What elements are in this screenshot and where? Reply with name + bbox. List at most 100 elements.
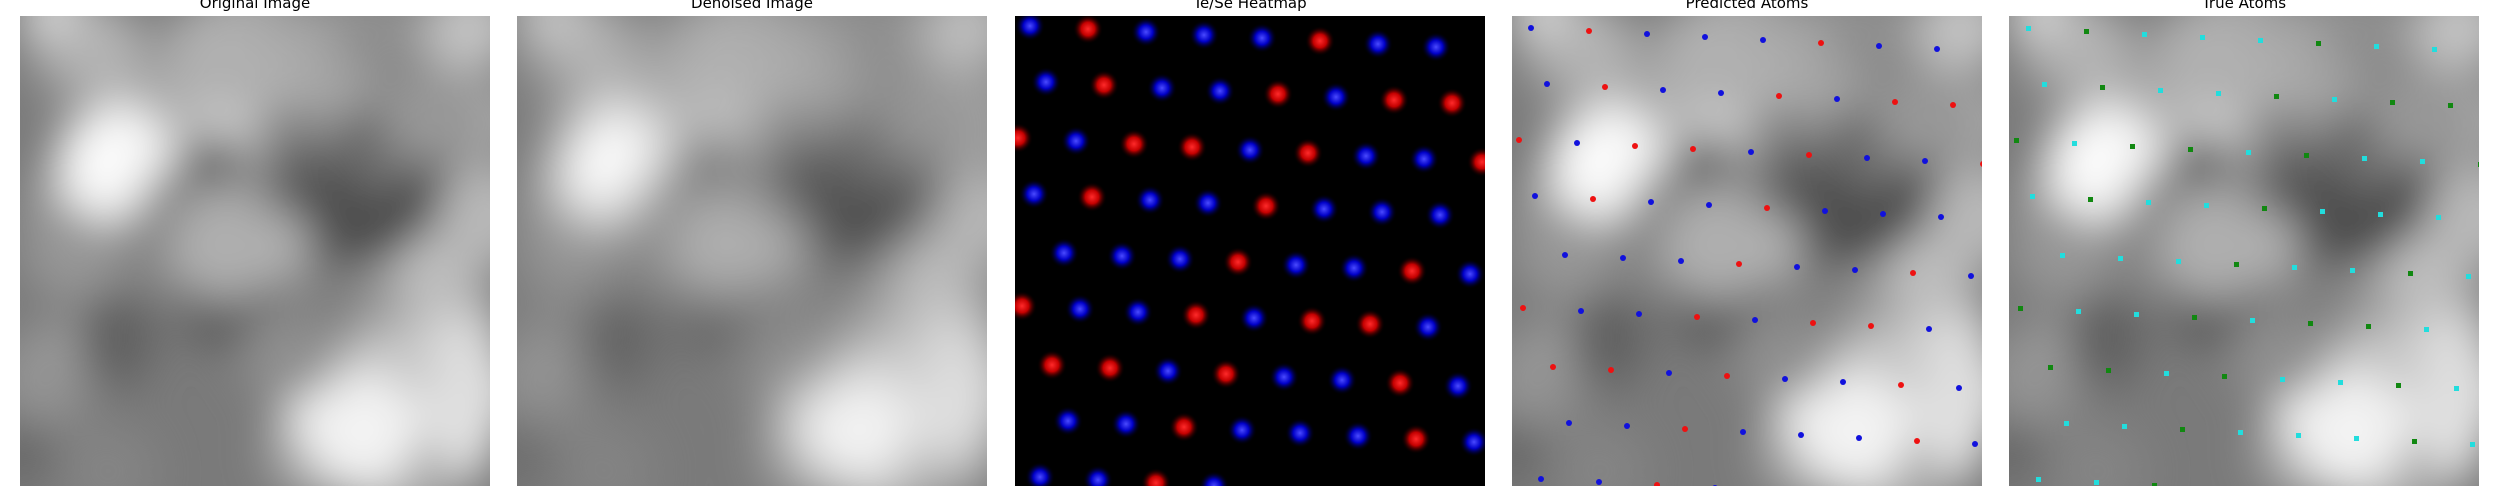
true-te-marker xyxy=(2130,144,2135,149)
true-te-marker xyxy=(2018,306,2023,311)
true-te-marker xyxy=(2274,94,2279,99)
se-peak xyxy=(1413,312,1443,342)
te-peak xyxy=(1211,359,1241,389)
se-peak xyxy=(1131,17,1161,47)
heatmap-image xyxy=(1015,16,1485,486)
panel-true: True Atoms xyxy=(2009,0,2479,500)
predicted-se-marker xyxy=(1856,435,1862,441)
predicted-te-marker xyxy=(1764,205,1770,211)
true-se-marker xyxy=(2374,44,2379,49)
true-se-marker xyxy=(2378,212,2383,217)
predicted-te-marker xyxy=(1516,137,1522,143)
se-peak xyxy=(1269,362,1299,392)
predicted-se-marker xyxy=(1528,25,1534,31)
true-se-marker xyxy=(2146,200,2151,205)
te-peak xyxy=(1251,191,1281,221)
true-atoms-image xyxy=(2009,16,2479,486)
predicted-se-marker xyxy=(1782,376,1788,382)
se-peak xyxy=(1111,409,1141,439)
true-te-marker xyxy=(2106,368,2111,373)
true-se-marker xyxy=(2134,312,2139,317)
predicted-se-marker xyxy=(1926,326,1932,332)
predicted-te-marker xyxy=(1632,143,1638,149)
true-te-marker xyxy=(2222,374,2227,379)
se-peak xyxy=(1367,197,1397,227)
predicted-se-marker xyxy=(1562,252,1568,258)
predicted-te-marker xyxy=(1602,84,1608,90)
se-peak xyxy=(1281,250,1311,280)
te-peak xyxy=(1379,85,1409,115)
te-peak xyxy=(1305,26,1335,56)
te-peak xyxy=(1077,182,1107,212)
denoised-image xyxy=(517,16,987,486)
predicted-se-marker xyxy=(1660,87,1666,93)
te-peak xyxy=(1015,291,1037,321)
predicted-se-marker xyxy=(1752,317,1758,323)
se-peak xyxy=(1351,141,1381,171)
true-se-marker xyxy=(2030,194,2035,199)
true-te-marker xyxy=(2152,483,2157,486)
panel-title-original: Original Image xyxy=(199,0,311,12)
predicted-se-marker xyxy=(1596,479,1602,485)
true-se-marker xyxy=(2204,203,2209,208)
predicted-te-marker xyxy=(1654,482,1660,486)
se-peak xyxy=(1019,179,1049,209)
se-peak xyxy=(1343,421,1373,451)
true-se-marker xyxy=(2250,318,2255,323)
true-se-marker xyxy=(2296,433,2301,438)
true-se-marker xyxy=(2420,159,2425,164)
te-peak xyxy=(1119,129,1149,159)
se-peak xyxy=(1247,23,1277,53)
predicted-te-marker xyxy=(1806,152,1812,158)
predicted-se-marker xyxy=(1706,202,1712,208)
original-image xyxy=(20,16,490,486)
predicted-se-marker xyxy=(1748,149,1754,155)
se-peak xyxy=(1061,126,1091,156)
panel-title-denoised: Denoised Image xyxy=(691,0,813,12)
true-se-marker xyxy=(2292,265,2297,270)
te-peak xyxy=(1177,132,1207,162)
predicted-se-marker xyxy=(1834,96,1840,102)
true-se-marker xyxy=(2142,32,2147,37)
predicted-te-marker xyxy=(1694,314,1700,320)
predicted-se-marker xyxy=(1644,31,1650,37)
predicted-se-marker xyxy=(1740,429,1746,435)
se-peak xyxy=(1455,259,1485,289)
panel-title-heatmap: Te/Se Heatmap xyxy=(1193,0,1307,12)
true-se-marker xyxy=(2216,91,2221,96)
te-peak xyxy=(1397,256,1427,286)
predicted-se-marker xyxy=(1544,81,1550,87)
predicted-se-marker xyxy=(1574,140,1580,146)
predicted-se-marker xyxy=(1880,211,1886,217)
true-se-marker xyxy=(2332,97,2337,102)
predicted-se-marker xyxy=(1956,385,1962,391)
predicted-se-marker xyxy=(1840,379,1846,385)
predicted-se-marker xyxy=(1822,208,1828,214)
true-te-marker xyxy=(2100,85,2105,90)
se-peak xyxy=(1123,297,1153,327)
te-peak xyxy=(1437,88,1467,118)
te-peak xyxy=(1385,368,1415,398)
true-se-marker xyxy=(2280,377,2285,382)
te-peak xyxy=(1015,123,1033,153)
predicted-se-marker xyxy=(1852,267,1858,273)
se-peak xyxy=(1065,294,1095,324)
predicted-te-marker xyxy=(1950,102,1956,108)
se-peak xyxy=(1235,135,1265,165)
panel-predicted: Predicted Atoms xyxy=(1512,0,1982,500)
predicted-te-marker xyxy=(1980,161,1982,167)
true-se-marker xyxy=(2200,35,2205,40)
true-se-marker xyxy=(2076,309,2081,314)
predicted-atoms-image xyxy=(1512,16,1982,486)
true-se-marker xyxy=(2036,477,2041,482)
predicted-se-marker xyxy=(1718,90,1724,96)
panel-denoised: Denoised Image xyxy=(517,0,987,500)
predicted-se-marker xyxy=(1666,370,1672,376)
se-peak xyxy=(1025,462,1055,486)
true-se-marker xyxy=(2122,424,2127,429)
true-te-marker xyxy=(2188,147,2193,152)
te-peak xyxy=(1037,350,1067,380)
predicted-te-marker xyxy=(1868,323,1874,329)
te-peak xyxy=(1467,147,1485,177)
true-te-marker xyxy=(2390,100,2395,105)
